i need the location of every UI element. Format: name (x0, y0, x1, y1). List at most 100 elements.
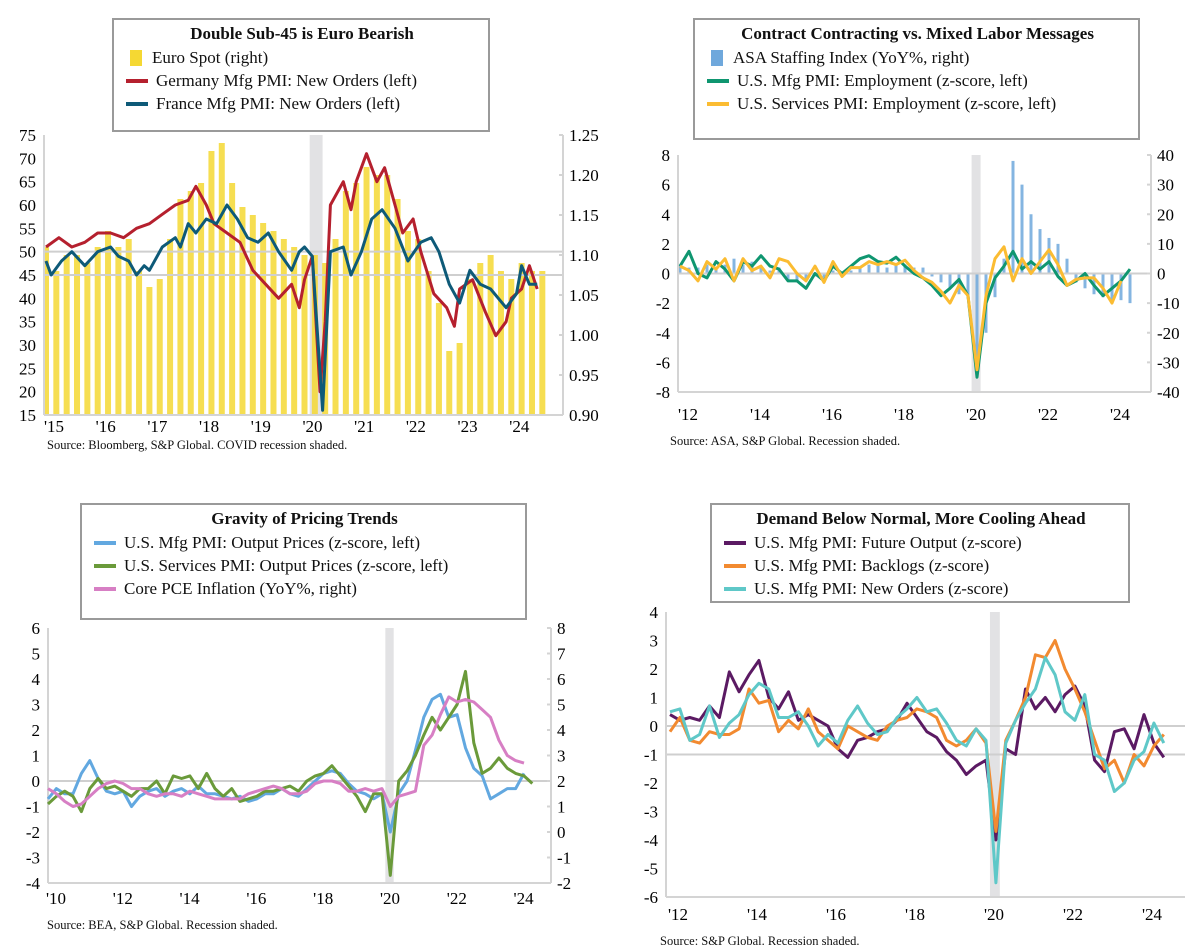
bar (94, 247, 101, 415)
y-tick-label-left: 50 (19, 243, 36, 262)
line-swatch-icon (707, 78, 729, 83)
line-swatch-icon (126, 101, 148, 106)
bar (948, 273, 952, 289)
chart1-source: Source: Bloomberg, S&P Global. COVID rec… (47, 438, 348, 452)
bar (311, 255, 318, 415)
y-tick-label-left: -2 (656, 294, 670, 313)
y-tick-label-right: -1 (557, 849, 571, 868)
legend-item-future-output: U.S. Mfg PMI: Future Output (z-score) (724, 531, 1118, 554)
y-tick-label-left: -4 (656, 324, 671, 343)
bar (446, 351, 453, 415)
x-tick-label: '16 (246, 889, 266, 908)
bar (705, 264, 709, 274)
bar (1047, 237, 1051, 274)
x-tick-label: '14 (180, 889, 201, 908)
chart2-title: Contract Contracting vs. Mixed Labor Mes… (741, 24, 1094, 43)
y-tick-label-left: 2 (650, 660, 659, 679)
bar (930, 273, 934, 277)
legend-item-mfg-output-prices: U.S. Mfg PMI: Output Prices (z-score, le… (94, 531, 515, 554)
bar (497, 271, 504, 415)
bar (518, 263, 525, 415)
x-tick-label: '16 (826, 905, 846, 924)
legend-item-services-employment: U.S. Services PMI: Employment (z-score, … (707, 92, 1128, 115)
bar (332, 239, 339, 415)
y-tick-label-right: 40 (1157, 146, 1174, 165)
legend-label: U.S. Mfg PMI: Future Output (z-score) (754, 533, 1022, 552)
legend-item-france: France Mfg PMI: New Orders (left) (126, 92, 478, 115)
x-tick-label: '16 (96, 417, 116, 436)
y-tick-label-left: 1 (32, 747, 41, 766)
bar (741, 264, 745, 274)
legend-item-services-output-prices: U.S. Services PMI: Output Prices (z-scor… (94, 554, 515, 577)
y-tick-label-left: 4 (32, 670, 41, 689)
bar (198, 183, 205, 415)
y-tick-label-left: 2 (32, 721, 41, 740)
x-tick-label: '18 (894, 405, 914, 424)
bar (218, 143, 225, 415)
bar (146, 287, 153, 415)
y-tick-label-right: 5 (557, 696, 566, 715)
y-tick-label-left: 40 (19, 289, 36, 308)
legend-label: U.S. Services PMI: Employment (z-score, … (737, 94, 1057, 113)
x-tick-label: '21 (354, 417, 374, 436)
line-swatch-icon (724, 563, 746, 568)
bar (105, 231, 112, 415)
legend-label: Germany Mfg PMI: New Orders (left) (156, 71, 418, 90)
y-tick-label-left: 5 (32, 645, 41, 664)
legend-label: U.S. Services PMI: Output Prices (z-scor… (124, 556, 449, 575)
x-tick-label: '12 (678, 405, 698, 424)
bar (768, 270, 772, 274)
bar (975, 273, 979, 378)
y-tick-label-left: 6 (662, 176, 671, 195)
bar (156, 279, 163, 415)
y-tick-label-left: 4 (650, 603, 659, 622)
bar (404, 231, 411, 415)
bar (53, 271, 60, 415)
legend-label: France Mfg PMI: New Orders (left) (156, 94, 401, 113)
x-tick-label: '18 (313, 889, 333, 908)
y-tick-label-left: 6 (32, 619, 41, 638)
y-tick-label-left: 0 (32, 772, 41, 791)
y-tick-label-left: -3 (644, 803, 658, 822)
x-tick-label: '14 (750, 405, 771, 424)
y-tick-label-right: 2 (557, 772, 566, 791)
y-tick-label-left: -4 (644, 831, 659, 850)
bar (301, 255, 308, 415)
y-tick-label-right: 8 (557, 619, 566, 638)
bar (342, 191, 349, 415)
y-tick-label-left: 4 (662, 205, 671, 224)
x-tick-label: '12 (668, 905, 688, 924)
legend-label: U.S. Mfg PMI: Employment (z-score, left) (737, 71, 1028, 90)
y-tick-label-left: -6 (656, 353, 670, 372)
bar (353, 183, 360, 415)
bar (84, 263, 91, 415)
y-tick-label-left: 60 (19, 196, 36, 215)
line-swatch-icon (94, 540, 116, 545)
bar (993, 273, 997, 298)
y-tick-label-right: 1.25 (569, 126, 599, 145)
y-tick-label-left: 45 (19, 266, 36, 285)
bar (177, 199, 184, 415)
bar (229, 183, 236, 415)
bar (384, 175, 391, 415)
chart4-legend: Demand Below Normal, More Cooling Ahead … (710, 503, 1130, 603)
legend-item-euro-spot: Euro Spot (right) (126, 46, 478, 69)
legend-label: Core PCE Inflation (YoY%, right) (124, 579, 357, 598)
recession-shade (385, 628, 394, 883)
y-tick-label-right: -40 (1157, 383, 1180, 402)
bar (115, 247, 122, 415)
line-swatch-icon (707, 101, 729, 106)
y-tick-label-right: 0 (1157, 265, 1166, 284)
bar (894, 264, 898, 274)
line-swatch-icon (724, 540, 746, 545)
bar (373, 175, 380, 415)
bar (822, 273, 826, 280)
x-tick-label: '22 (447, 889, 467, 908)
bar (136, 271, 143, 415)
legend-label: ASA Staffing Index (YoY%, right) (733, 48, 970, 67)
x-tick-label: '14 (747, 905, 768, 924)
bar-swatch-icon (130, 49, 142, 66)
line-swatch-icon (724, 586, 746, 591)
bar (1038, 229, 1042, 274)
